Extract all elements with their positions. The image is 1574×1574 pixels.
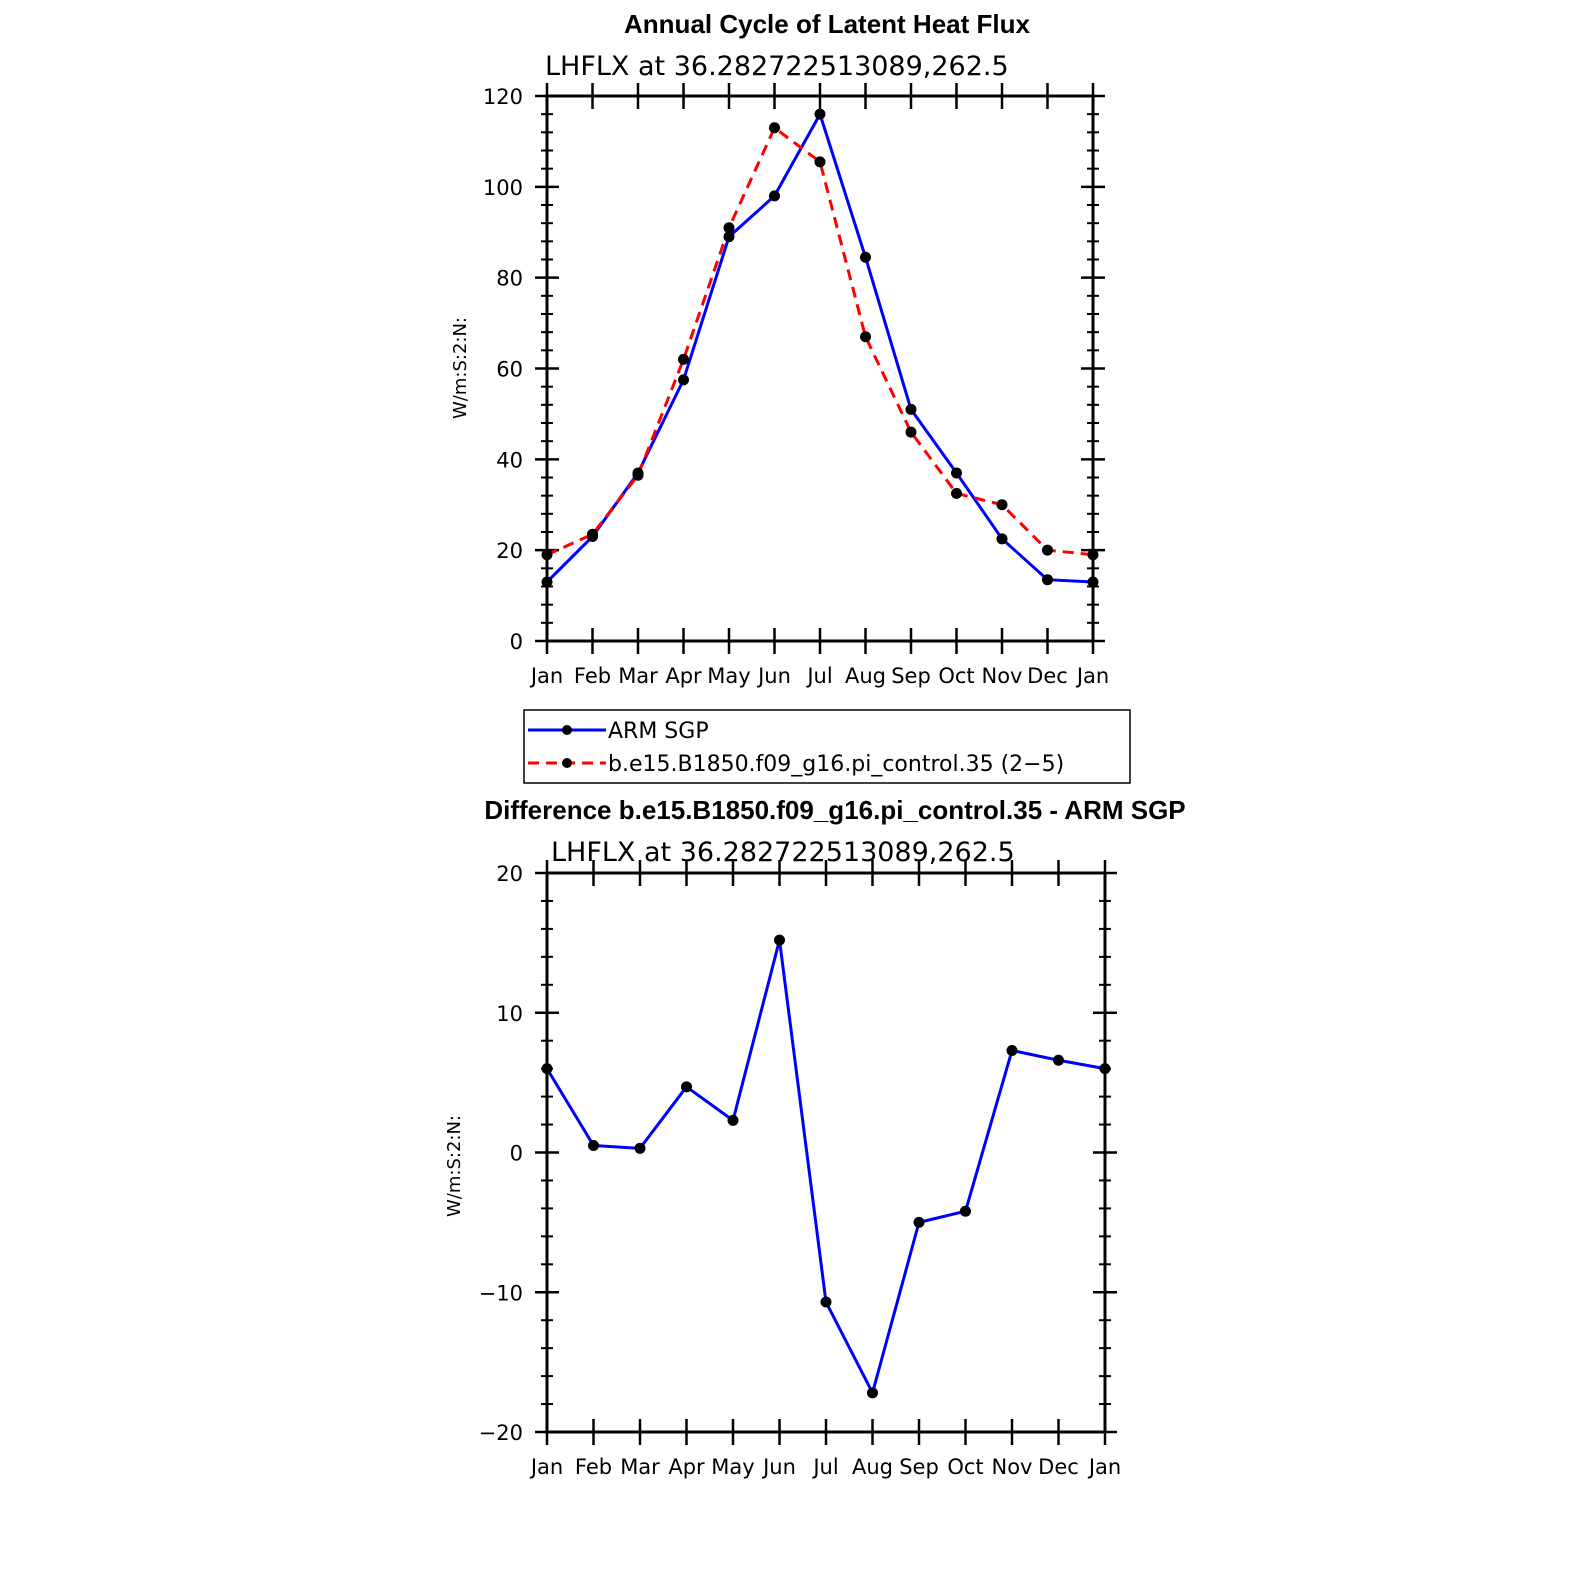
- y-tick-label: 80: [496, 267, 523, 291]
- data-point-series-0: [774, 934, 785, 946]
- y-tick-label: 60: [496, 358, 523, 382]
- data-point-series-1: [678, 353, 689, 365]
- legend-box: [523, 709, 1131, 784]
- x-tick-label: Nov: [982, 664, 1023, 688]
- annual-cycle-chart: Annual Cycle of Latent Heat Flux LHFLX a…: [450, 9, 1109, 688]
- chart-title: Difference b.e15.B1850.f09_g16.pi_contro…: [484, 795, 1185, 825]
- data-point-series-0: [678, 374, 689, 386]
- x-tick-label: Jun: [756, 664, 791, 688]
- data-point-series-1: [632, 469, 644, 481]
- x-tick-label: Apr: [668, 1455, 705, 1479]
- y-axis-label: W/m:S:2:N:: [450, 317, 471, 419]
- series-line-0: [545, 938, 1106, 1395]
- legend-entry-arm-sgp: ARM SGP: [608, 719, 709, 744]
- x-tick-label: Jun: [761, 1455, 796, 1479]
- x-tick-label: Jan: [529, 1455, 563, 1479]
- y-tick-label: 40: [496, 448, 523, 472]
- plot-border: [545, 871, 1107, 1434]
- y-tick-label: −20: [479, 1421, 523, 1445]
- data-point-series-0: [769, 190, 780, 202]
- y-tick-label: 20: [496, 539, 523, 563]
- x-tick-label: May: [711, 1455, 754, 1479]
- data-point-series-1: [1087, 549, 1099, 561]
- data-point-series-0: [1006, 1044, 1018, 1056]
- data-point-series-1: [996, 499, 1008, 511]
- data-point-series-1: [723, 222, 735, 234]
- x-tick-label: Apr: [665, 664, 702, 688]
- data-point-series-1: [541, 549, 553, 561]
- x-tick-label: Mar: [618, 664, 658, 688]
- y-tick-label: 10: [496, 1002, 523, 1026]
- y-tick-label: 120: [483, 85, 523, 109]
- data-point-series-1: [769, 122, 780, 134]
- x-tick-label: Mar: [620, 1455, 660, 1479]
- data-point-series-0: [723, 231, 735, 243]
- chart-subtitle: LHFLX at 36.282722513089,262.5: [545, 51, 1009, 82]
- y-tick-label: 20: [496, 862, 523, 886]
- data-point-series-0: [960, 1205, 971, 1217]
- y-axis-label: W/m:S:2:N:: [444, 1115, 465, 1217]
- series-group: [541, 108, 1099, 588]
- data-point-series-0: [634, 1142, 646, 1154]
- data-point-series-0: [681, 1081, 692, 1093]
- x-tick-label: Nov: [992, 1455, 1033, 1479]
- data-point-series-0: [1042, 574, 1053, 586]
- data-point-series-0: [820, 1296, 832, 1308]
- x-tick-label: Oct: [938, 664, 974, 688]
- data-point-series-0: [905, 403, 917, 415]
- data-point-series-0: [814, 108, 826, 120]
- y-tick-label: −10: [479, 1281, 523, 1305]
- x-tick-label: Jul: [805, 664, 832, 688]
- x-tick-label: May: [707, 664, 750, 688]
- chart-subtitle: LHFLX at 36.282722513089,262.5: [551, 837, 1015, 868]
- series-line-1: [546, 126, 1094, 557]
- y-tick-label: 0: [510, 1142, 523, 1166]
- data-point-series-1: [860, 331, 871, 343]
- difference-chart: Difference b.e15.B1850.f09_g16.pi_contro…: [444, 795, 1186, 1479]
- x-tick-label: Dec: [1038, 1455, 1079, 1479]
- x-tick-label: Oct: [947, 1455, 983, 1479]
- x-tick-label: Sep: [891, 664, 931, 688]
- data-point-series-1: [814, 156, 826, 168]
- x-tick-label: Dec: [1027, 664, 1068, 688]
- x-tick-label: Aug: [852, 1455, 893, 1479]
- data-point-series-1: [587, 528, 598, 540]
- x-tick-label: Jan: [1087, 1455, 1121, 1479]
- plot-frame: Jan Feb Mar Apr May Jun Jul Aug Sep Oct Nov Dec Jan0…: [483, 83, 1109, 688]
- data-point-series-0: [1087, 576, 1099, 588]
- legend-marker-model: [562, 758, 572, 768]
- y-tick-label: 0: [510, 630, 523, 654]
- y-tick-label: 100: [483, 176, 523, 200]
- data-point-series-1: [951, 487, 962, 499]
- series-group: [541, 934, 1111, 1399]
- x-tick-label: Jan: [1075, 664, 1109, 688]
- x-tick-label: Feb: [575, 1455, 612, 1479]
- data-point-series-0: [588, 1140, 599, 1152]
- data-point-series-1: [1042, 544, 1053, 556]
- x-tick-label: Aug: [845, 664, 886, 688]
- data-point-series-0: [1099, 1063, 1111, 1075]
- plot-frame: Jan Feb Mar Apr May Jun Jul Aug Sep Oct Nov Dec Jan−…: [479, 860, 1121, 1479]
- x-tick-label: Sep: [899, 1455, 939, 1479]
- data-point-series-0: [541, 576, 553, 588]
- data-point-series-0: [867, 1387, 878, 1399]
- chart-title: Annual Cycle of Latent Heat Flux: [624, 9, 1030, 39]
- data-point-series-0: [913, 1216, 925, 1228]
- plot-border: [545, 94, 1095, 643]
- data-point-series-0: [860, 251, 871, 263]
- data-point-series-0: [727, 1114, 739, 1126]
- legend-entry-model: b.e15.B1850.f09_g16.pi_control.35 (2−5): [608, 752, 1064, 777]
- data-point-series-1: [905, 426, 917, 438]
- data-point-series-0: [1053, 1054, 1064, 1066]
- x-tick-label: Jan: [529, 664, 563, 688]
- data-point-series-0: [541, 1063, 553, 1075]
- data-point-series-0: [951, 467, 962, 479]
- x-tick-label: Jul: [811, 1455, 838, 1479]
- legend: ARM SGP b.e15.B1850.f09_g16.pi_control.3…: [523, 709, 1131, 784]
- legend-marker-arm-sgp: [562, 725, 572, 735]
- data-point-series-0: [996, 533, 1008, 545]
- x-tick-label: Feb: [574, 664, 611, 688]
